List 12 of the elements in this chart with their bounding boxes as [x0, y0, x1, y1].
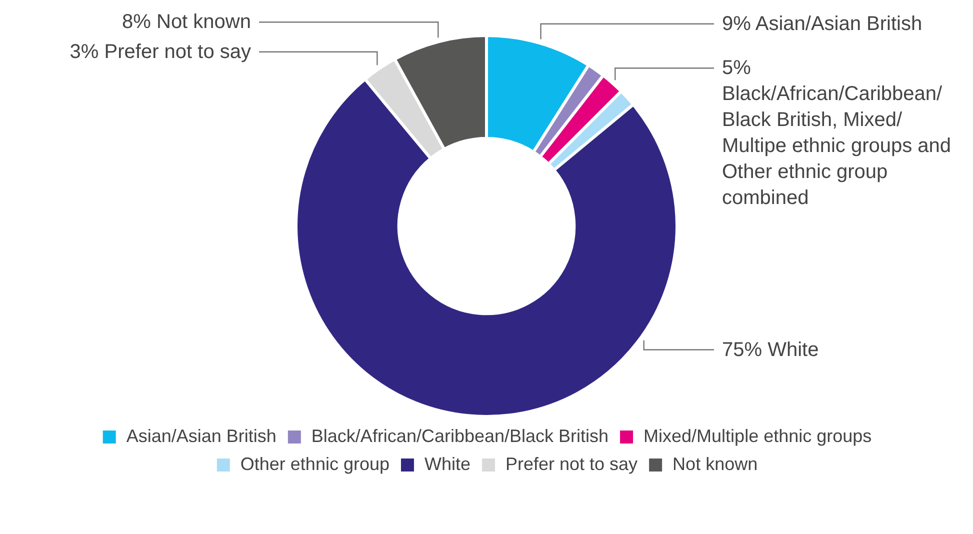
legend-label: Mixed/Multiple ethnic groups: [644, 426, 872, 446]
legend-label: Prefer not to say: [505, 454, 638, 474]
text: 5% Black/African/Caribbean/ Black British, Mixed/ Multipe ethnic groups and Other ethnic group combined: [722, 57, 952, 210]
text: 3% Prefer not to say: [70, 40, 251, 63]
legend-label: Not known: [672, 454, 758, 474]
legend-label: White: [424, 454, 470, 474]
text: 9% Asian/Asian British: [722, 12, 922, 35]
text: 8% Not known: [122, 11, 251, 34]
legend-label: Asian/Asian British: [126, 426, 276, 446]
legend-label: Black/African/Caribbean/Black British: [311, 426, 609, 446]
text: 75% White: [722, 338, 819, 361]
legend-label: Other ethnic group: [240, 454, 390, 474]
